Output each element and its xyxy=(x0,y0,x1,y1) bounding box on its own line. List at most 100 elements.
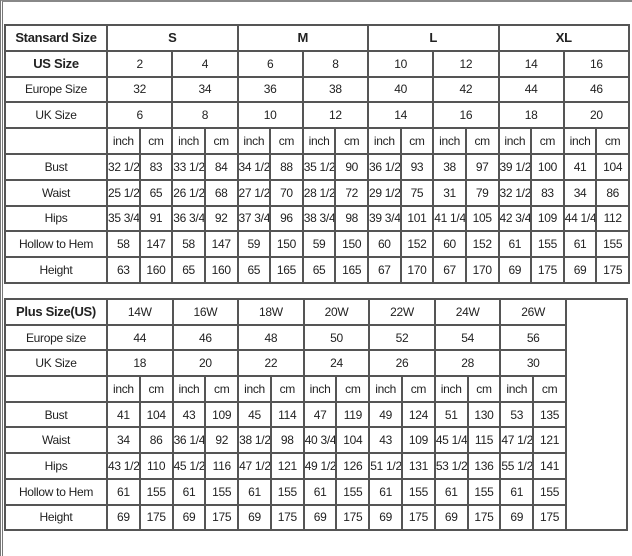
size-cell: 22W xyxy=(368,298,436,326)
value-cell: 100 xyxy=(530,152,565,181)
value-cell: 69 xyxy=(302,503,338,532)
value-cell: 131 xyxy=(401,452,436,480)
value-cell: 61 xyxy=(237,477,272,506)
value-cell: 41 1/4 xyxy=(432,204,467,233)
size-cell: 16W xyxy=(171,298,240,326)
value-cell: 155 xyxy=(466,477,502,506)
value-cell: 83 xyxy=(138,152,174,181)
measurement-row: Hips 43 1/2 110 45 1/2 116 47 1/2 121 49 1/2 126… xyxy=(4,452,627,480)
value-cell: 124 xyxy=(401,400,436,429)
value-cell: 35 3/4 xyxy=(106,204,141,233)
size-cell: 26 xyxy=(368,349,436,378)
unit-cell: cm xyxy=(138,127,174,155)
row-label: Bust xyxy=(4,400,108,429)
unit-cell: inch xyxy=(106,375,141,403)
value-cell: 96 xyxy=(269,204,304,233)
unit-cell: cm xyxy=(138,375,174,403)
size-cell: 14W xyxy=(106,298,174,326)
row-label: Height xyxy=(4,503,108,532)
standard-size-table: Stansard Size S M L XL US Size 2 4 6 8 10 12 14 16 Eur… xyxy=(4,24,631,284)
value-cell: 109 xyxy=(401,426,436,455)
value-cell: 105 xyxy=(464,204,500,233)
value-cell: 43 xyxy=(368,426,404,455)
row-label: Stansard Size xyxy=(4,24,108,52)
unit-cell: inch xyxy=(236,127,272,155)
value-cell: 38 1/2 xyxy=(237,426,272,455)
value-cell: 29 1/2 xyxy=(367,178,402,207)
unit-cell: inch xyxy=(171,127,206,155)
unit-cell: inch xyxy=(106,127,141,155)
row-label xyxy=(4,127,108,155)
unit-cell: inch xyxy=(497,127,533,155)
value-cell: 26 1/2 xyxy=(171,178,206,207)
europe-size-row: Europe Size 32 34 36 38 40 42 44 46 xyxy=(4,75,631,104)
value-cell: 86 xyxy=(595,178,630,207)
size-cell: 10 xyxy=(366,49,435,78)
value-cell: 65 xyxy=(236,256,272,284)
size-cell: 16 xyxy=(562,49,631,78)
unit-cell: cm xyxy=(269,375,305,403)
size-cell: 18 xyxy=(497,101,565,130)
row-label: Hollow to Hem xyxy=(4,230,108,259)
value-cell: 59 xyxy=(236,230,272,259)
value-cell: 40 3/4 xyxy=(302,426,338,455)
header-row: Plus Size(US) 14W 16W 18W 20W 22W 24W 26W xyxy=(4,297,628,532)
unit-cell: inch xyxy=(171,375,207,403)
size-cell: 24 xyxy=(302,349,371,378)
value-cell: 45 xyxy=(237,400,272,429)
value-cell: 175 xyxy=(269,503,305,532)
size-cell: 14 xyxy=(366,101,435,130)
value-cell: 68 xyxy=(203,178,239,207)
size-cell: 8 xyxy=(171,101,239,130)
uk-size-row: UK Size 18 20 22 24 26 28 30 xyxy=(4,349,627,378)
size-group-header: XL xyxy=(497,24,630,52)
value-cell: 69 xyxy=(433,503,469,532)
value-cell: 101 xyxy=(399,204,435,233)
value-cell: 61 xyxy=(302,477,338,506)
value-cell: 92 xyxy=(203,204,239,233)
measurement-row: Waist 25 1/2 65 26 1/2 68 27 1/2 70 28 1/2 72 29 … xyxy=(4,178,630,207)
value-cell: 165 xyxy=(334,256,369,284)
value-cell: 121 xyxy=(269,452,305,480)
value-cell: 175 xyxy=(204,503,240,532)
value-cell: 175 xyxy=(466,503,502,532)
value-cell: 36 1/2 xyxy=(367,152,402,181)
value-cell: 175 xyxy=(595,256,630,284)
value-cell: 170 xyxy=(464,256,500,284)
row-label: US Size xyxy=(4,49,108,78)
size-cell: 16 xyxy=(432,101,500,130)
value-cell: 65 xyxy=(301,256,337,284)
value-cell: 61 xyxy=(433,477,469,506)
value-cell: 63 xyxy=(106,256,141,284)
size-cell: 18 xyxy=(106,349,174,378)
value-cell: 61 xyxy=(106,477,141,506)
measurement-row: Hollow to Hem 58 147 58 147 59 150 59 150 60 152 60… xyxy=(4,230,630,259)
plus-size-table: Plus Size(US) 14W 16W 18W 20W 22W 24W 26W Europe… xyxy=(4,297,628,532)
value-cell: 150 xyxy=(269,230,304,259)
unit-cell: cm xyxy=(464,127,500,155)
value-cell: 25 1/2 xyxy=(106,178,141,207)
measurement-row: Height 63 160 65 160 65 165 65 165 67 170 67 170 69 17… xyxy=(4,256,630,284)
value-cell: 45 1/4 xyxy=(433,426,469,455)
row-label: Hips xyxy=(4,452,108,480)
value-cell: 83 xyxy=(530,178,565,207)
size-cell: 12 xyxy=(301,101,370,130)
unit-cell: cm xyxy=(203,127,239,155)
size-cell: 30 xyxy=(499,349,567,378)
value-cell: 53 1/2 xyxy=(433,452,469,480)
size-group-header: M xyxy=(236,24,369,52)
value-cell: 119 xyxy=(335,400,371,429)
size-cell: 8 xyxy=(301,49,370,78)
size-cell: 42 xyxy=(432,75,500,104)
us-size-row: US Size 2 4 6 8 10 12 14 16 xyxy=(4,49,631,78)
value-cell: 141 xyxy=(532,452,567,480)
size-cell: 32 xyxy=(105,75,174,104)
value-cell: 43 xyxy=(171,400,207,429)
europe-size-row: Europe size 44 46 48 50 52 54 56 xyxy=(4,323,627,352)
value-cell: 116 xyxy=(204,452,240,480)
value-cell: 45 1/2 xyxy=(171,452,207,480)
unit-cell: cm xyxy=(204,375,240,403)
measurement-row: Hollow to Hem 61 155 61 155 61 155 61 155 61 155 61… xyxy=(4,477,627,506)
value-cell: 69 xyxy=(171,503,207,532)
